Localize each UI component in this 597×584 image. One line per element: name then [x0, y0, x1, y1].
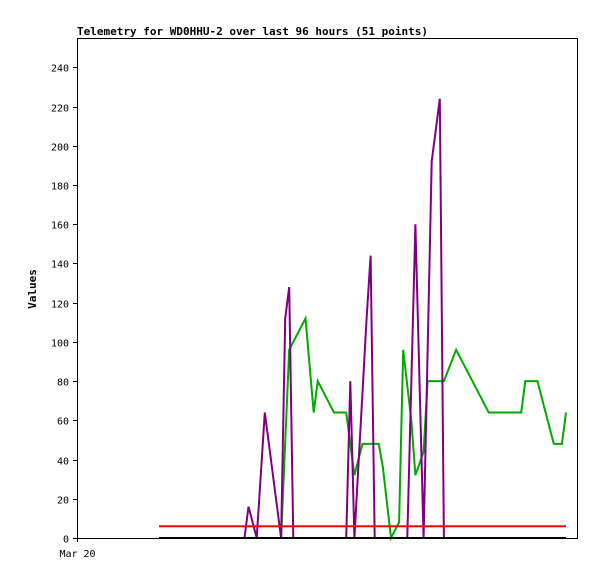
- y-tick-label: 20: [57, 496, 69, 507]
- y-tick-label: 80: [57, 378, 69, 389]
- y-tick-label: 180: [51, 182, 69, 193]
- x-tick-label: Mar 20: [59, 549, 95, 560]
- y-tick-label: 120: [51, 300, 69, 311]
- y-tick-label: 240: [51, 64, 69, 75]
- y-tick-label: 40: [57, 457, 69, 468]
- y-axis-ticks: 0 20 40 60 80 100 120 140 160 180 200 220 240: [51, 64, 77, 546]
- y-tick-label: 200: [51, 143, 69, 154]
- y-tick-label: 60: [57, 417, 69, 428]
- y-tick-label: 220: [51, 104, 69, 115]
- y-tick-label: 160: [51, 221, 69, 232]
- series-layer: [159, 98, 567, 542]
- series-line-0: [159, 314, 567, 542]
- chart-title: Telemetry for WD0HHU-2 over last 96 hour…: [77, 25, 428, 38]
- y-axis-title: Values: [26, 269, 39, 309]
- plot-area: [77, 38, 578, 539]
- y-tick-label: 100: [51, 339, 69, 350]
- y-tick-label: 0: [63, 535, 69, 546]
- y-tick-label: 140: [51, 260, 69, 271]
- x-axis-ticks: Mar 20: [59, 538, 96, 560]
